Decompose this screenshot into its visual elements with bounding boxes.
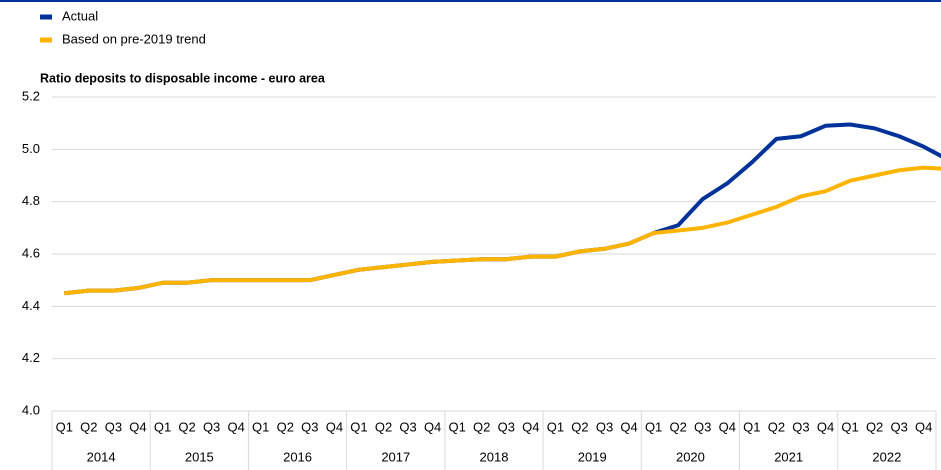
x-tick-label: Q4: [817, 419, 834, 434]
x-tick-label: Q2: [571, 419, 588, 434]
x-tick-label: Q1: [448, 419, 465, 434]
y-tick-label: 4.8: [22, 193, 40, 208]
x-tick-label: Q4: [227, 419, 244, 434]
x-tick-label: Q2: [80, 419, 97, 434]
x-group-label: 2022: [872, 449, 901, 464]
x-tick-label: Q2: [473, 419, 490, 434]
top-rule: [0, 0, 941, 2]
x-tick-label: Q3: [301, 419, 318, 434]
x-tick-label: Q3: [105, 419, 122, 434]
x-group-label: 2015: [185, 449, 214, 464]
x-tick-label: Q3: [890, 419, 907, 434]
x-tick-label: Q3: [694, 419, 711, 434]
x-tick-label: Q2: [375, 419, 392, 434]
x-tick-label: Q4: [522, 419, 539, 434]
x-tick-label: Q2: [178, 419, 195, 434]
chart-title: Ratio deposits to disposable income - eu…: [40, 71, 326, 85]
legend-label: Based on pre-2019 trend: [62, 31, 206, 46]
x-tick-label: Q2: [669, 419, 686, 434]
x-group-label: 2019: [578, 449, 607, 464]
x-tick-label: Q2: [866, 419, 883, 434]
x-tick-label: Q3: [399, 419, 416, 434]
x-tick-label: Q3: [498, 419, 515, 434]
x-tick-label: Q1: [154, 419, 171, 434]
x-tick-label: Q4: [620, 419, 637, 434]
x-tick-label: Q1: [841, 419, 858, 434]
x-group-label: 2014: [87, 449, 116, 464]
x-tick-label: Q1: [547, 419, 564, 434]
series-line: [64, 165, 941, 296]
x-tick-label: Q3: [792, 419, 809, 434]
y-tick-label: 4.6: [22, 245, 40, 260]
x-tick-label: Q4: [129, 419, 146, 434]
y-tick-label: 5.2: [22, 88, 40, 103]
y-tick-label: 4.2: [22, 350, 40, 365]
x-group-label: 2020: [676, 449, 705, 464]
x-tick-label: Q2: [768, 419, 785, 434]
x-tick-label: Q1: [743, 419, 760, 434]
x-tick-label: Q1: [645, 419, 662, 434]
x-group-label: 2016: [283, 449, 312, 464]
x-tick-label: Q3: [203, 419, 220, 434]
x-tick-label: Q4: [424, 419, 441, 434]
x-tick-label: Q1: [252, 419, 269, 434]
x-tick-label: Q1: [56, 419, 73, 434]
x-group-label: 2018: [480, 449, 509, 464]
y-tick-label: 5.0: [22, 141, 40, 156]
x-tick-label: Q4: [326, 419, 343, 434]
x-tick-label: Q1: [350, 419, 367, 434]
x-group-label: 2021: [774, 449, 803, 464]
x-tick-label: Q2: [277, 419, 294, 434]
x-group-label: 2017: [381, 449, 410, 464]
y-tick-label: 4.4: [22, 298, 40, 313]
x-tick-label: Q4: [915, 419, 932, 434]
y-tick-label: 4.0: [22, 402, 40, 417]
legend-label: Actual: [62, 8, 98, 23]
x-tick-label: Q4: [719, 419, 736, 434]
x-tick-label: Q3: [596, 419, 613, 434]
